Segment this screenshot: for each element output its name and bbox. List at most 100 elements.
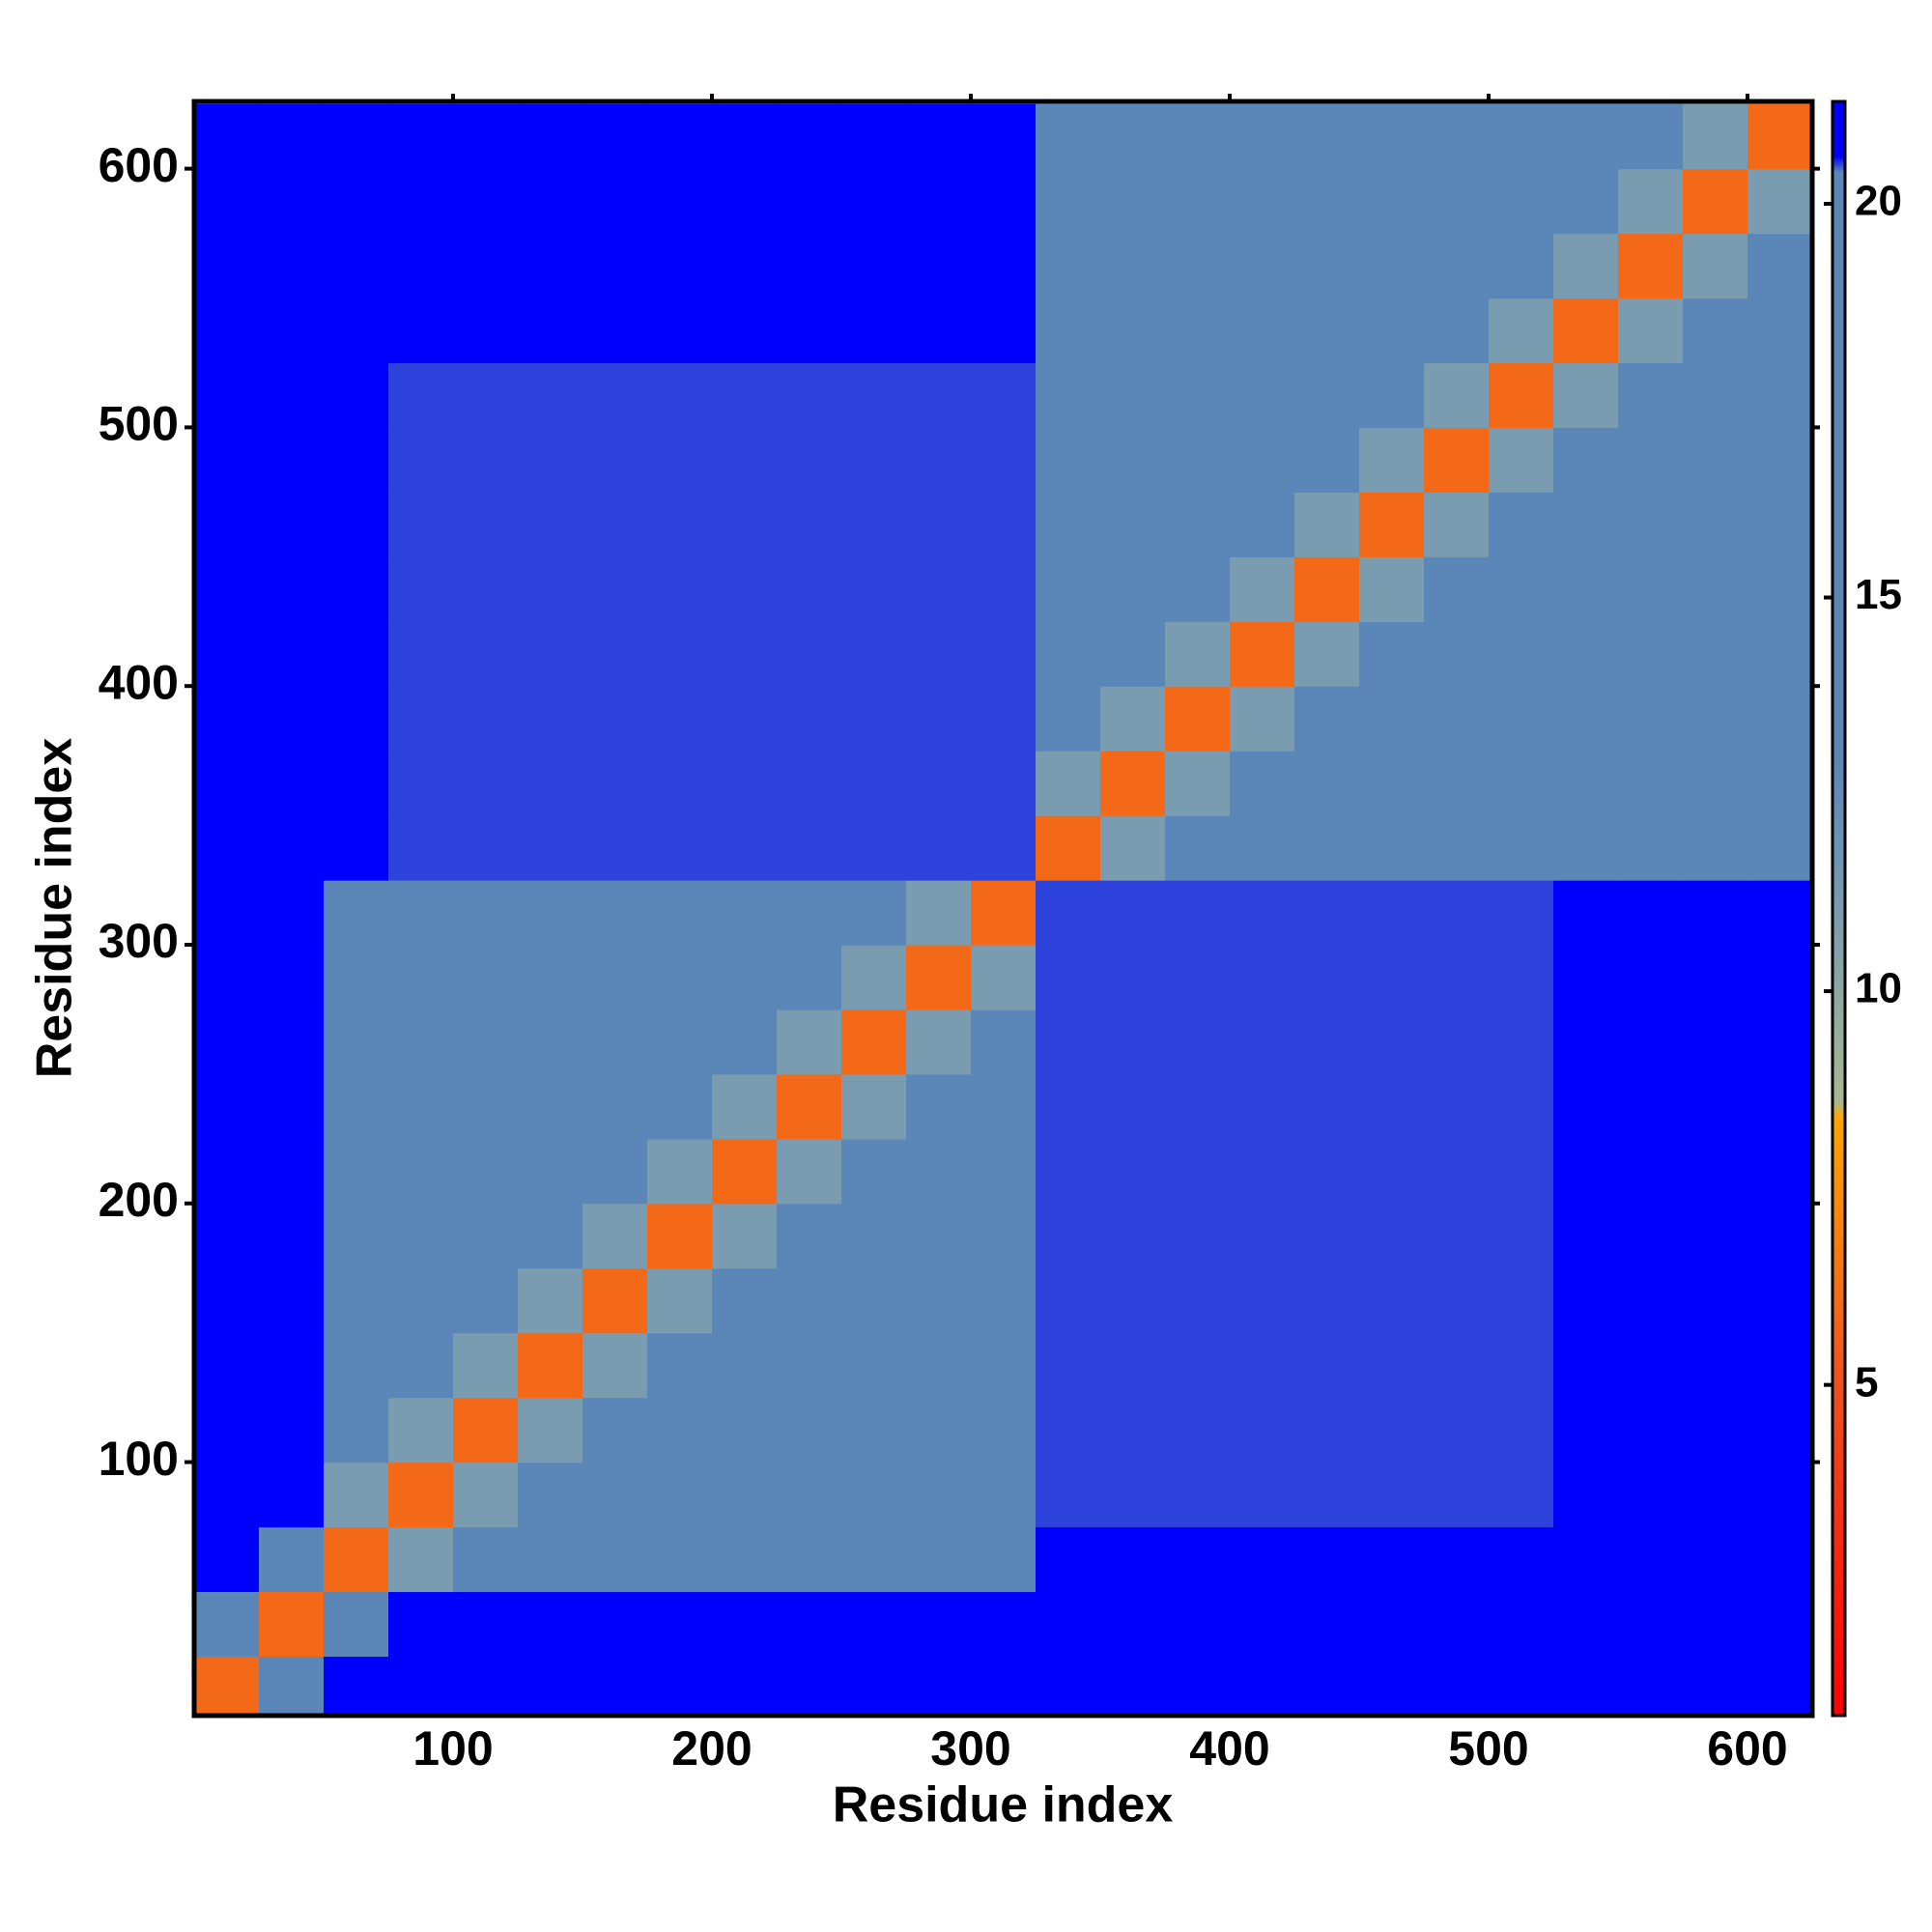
heatmap-cell <box>324 1009 389 1075</box>
heatmap-cell <box>906 103 972 170</box>
heatmap-cell <box>1489 556 1554 622</box>
heatmap-cell <box>1165 815 1231 881</box>
heatmap-cell <box>906 1397 972 1463</box>
heatmap-cell <box>971 751 1037 816</box>
heatmap-cell <box>194 815 260 881</box>
heatmap-cell <box>388 427 454 493</box>
heatmap-cell <box>1100 233 1166 299</box>
heatmap-cell <box>777 103 842 170</box>
heatmap-cell <box>1683 621 1748 687</box>
heatmap-cell <box>1747 1332 1812 1399</box>
y-tick-label: 500 <box>99 397 179 451</box>
heatmap-cell <box>453 1462 519 1528</box>
heatmap-cell <box>1100 1526 1166 1593</box>
heatmap-cell <box>1489 362 1554 429</box>
heatmap-cell <box>1294 1267 1360 1334</box>
heatmap-cell <box>1424 1526 1490 1593</box>
heatmap-cell <box>453 751 519 816</box>
heatmap-cell <box>906 1462 972 1528</box>
colorbar-tick-label: 20 <box>1855 178 1902 225</box>
heatmap-cell <box>841 1526 907 1593</box>
heatmap-cell <box>1553 1332 1619 1399</box>
heatmap-cell <box>194 621 260 687</box>
heatmap-cell <box>971 815 1037 881</box>
heatmap-cell <box>1424 492 1490 557</box>
heatmap <box>194 103 1812 1716</box>
heatmap-cell <box>1230 103 1295 170</box>
heatmap-cell <box>324 1656 389 1716</box>
heatmap-cell <box>1230 1267 1295 1334</box>
heatmap-cell <box>647 1203 713 1269</box>
heatmap-cell <box>388 1656 454 1716</box>
heatmap-cell <box>1359 298 1425 364</box>
heatmap-cell <box>388 1138 454 1205</box>
heatmap-cell <box>1036 621 1101 687</box>
heatmap-cell <box>582 556 648 622</box>
heatmap-cell <box>1165 1073 1231 1140</box>
heatmap-cell <box>1359 556 1425 622</box>
heatmap-cell <box>1294 233 1360 299</box>
heatmap-cell <box>1747 233 1812 299</box>
heatmap-cell <box>1553 298 1619 364</box>
heatmap-cell <box>1100 1656 1166 1716</box>
heatmap-cell <box>1683 103 1748 170</box>
heatmap-cell <box>1489 1332 1554 1399</box>
heatmap-cell <box>1036 1462 1101 1528</box>
heatmap-cell <box>1618 168 1684 235</box>
heatmap-cell <box>712 1073 778 1140</box>
heatmap-cell <box>388 621 454 687</box>
heatmap-cell <box>906 1203 972 1269</box>
heatmap-cell <box>582 686 648 752</box>
heatmap-cell <box>1100 168 1166 235</box>
heatmap-cell <box>906 1591 972 1658</box>
heatmap-cell <box>518 1203 583 1269</box>
heatmap-cell <box>1294 1397 1360 1463</box>
heatmap-cell <box>647 1138 713 1205</box>
heatmap-cell <box>1230 1462 1295 1528</box>
heatmap-cell <box>453 1526 519 1593</box>
heatmap-cell <box>1618 686 1684 752</box>
heatmap-cell <box>582 168 648 235</box>
heatmap-cell <box>712 427 778 493</box>
heatmap-cell <box>1747 1397 1812 1463</box>
heatmap-cell <box>1553 621 1619 687</box>
heatmap-cell <box>1359 168 1425 235</box>
x-tick-label: 300 <box>930 1721 1010 1776</box>
heatmap-cell <box>1036 233 1101 299</box>
heatmap-cell <box>259 103 325 170</box>
heatmap-cell <box>1683 1138 1748 1205</box>
heatmap-cell <box>324 103 389 170</box>
heatmap-cell <box>712 1526 778 1593</box>
heatmap-cell <box>1618 556 1684 622</box>
heatmap-cell <box>518 751 583 816</box>
heatmap-cell <box>1553 1138 1619 1205</box>
heatmap-cell <box>388 751 454 816</box>
heatmap-cell <box>1165 1591 1231 1658</box>
heatmap-cell <box>1359 103 1425 170</box>
heatmap-cell <box>1489 1397 1554 1463</box>
heatmap-cell <box>1618 1203 1684 1269</box>
heatmap-cell <box>324 621 389 687</box>
heatmap-cell <box>453 1073 519 1140</box>
heatmap-cell <box>518 880 583 946</box>
heatmap-cell <box>647 1591 713 1658</box>
heatmap-cell <box>841 103 907 170</box>
heatmap-cell <box>194 944 260 1010</box>
heatmap-cell <box>324 492 389 557</box>
heatmap-cell <box>1100 880 1166 946</box>
heatmap-cell <box>647 103 713 170</box>
heatmap-cell <box>841 1073 907 1140</box>
heatmap-cell <box>388 686 454 752</box>
heatmap-cell <box>194 1267 260 1334</box>
heatmap-cell <box>1618 1656 1684 1716</box>
heatmap-cell <box>1294 427 1360 493</box>
heatmap-cell <box>1489 944 1554 1010</box>
heatmap-cell <box>841 1656 907 1716</box>
heatmap-cell <box>194 751 260 816</box>
heatmap-cell <box>1489 168 1554 235</box>
heatmap-cell <box>194 1332 260 1399</box>
heatmap-cell <box>259 1656 325 1716</box>
heatmap-cell <box>1036 1332 1101 1399</box>
heatmap-cell <box>582 427 648 493</box>
heatmap-cell <box>906 556 972 622</box>
